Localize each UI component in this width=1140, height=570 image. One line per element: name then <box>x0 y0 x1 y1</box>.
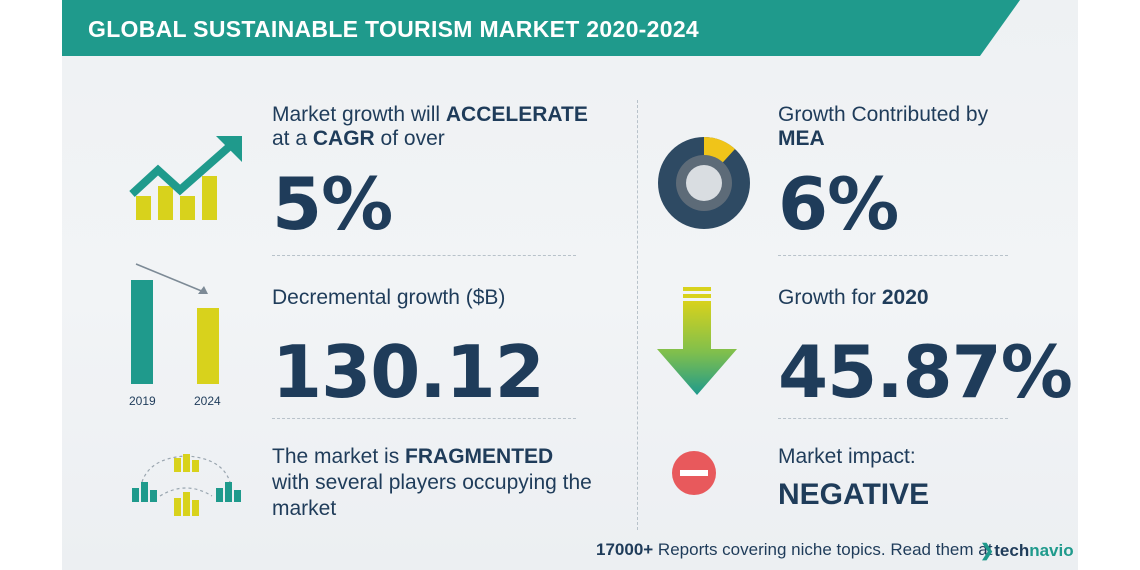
donut-icon <box>658 137 750 229</box>
year-growth-label-text: Growth for <box>778 286 882 309</box>
cagr-label: CAGR <box>312 127 375 150</box>
technavio-logo-tech: tech <box>994 541 1030 560</box>
infographic-panel <box>62 0 1078 570</box>
minus-circle-icon <box>672 451 716 495</box>
growth-line-2-prefix: at a <box>272 127 313 150</box>
decremental-value: 130.12 <box>272 330 545 414</box>
accelerate-label: ACCELERATE <box>445 103 588 126</box>
growth-line-1: Market growth will ACCELERATE <box>272 102 588 127</box>
year-end-label: 2024 <box>194 394 221 408</box>
row-divider-left-1 <box>272 255 576 256</box>
trend-up-icon <box>129 136 242 220</box>
title-banner-tab <box>980 0 1020 56</box>
report-count: 17000+ <box>596 540 654 559</box>
year-start-label: 2019 <box>129 394 156 408</box>
row-divider-right-2 <box>778 418 1008 419</box>
year-growth-label: Growth for 2020 <box>778 285 929 310</box>
year-growth-value: 45.87% <box>778 330 1073 414</box>
mea-label: MEA <box>778 127 825 150</box>
fragmented-line-3: market <box>272 497 337 520</box>
mea-value: 6% <box>778 162 899 246</box>
row-divider-right-1 <box>778 255 1008 256</box>
technavio-logo-mark: ❯ <box>980 541 995 560</box>
fragmented-players-icon <box>132 454 241 516</box>
title-banner <box>62 0 980 56</box>
down-arrow-icon <box>657 287 737 395</box>
fragmented-line-1: The market is FRAGMENTED <box>272 444 553 469</box>
fragmented-line-2: with several players occupying the <box>272 471 592 494</box>
technavio-logo-navio: navio <box>1029 541 1074 560</box>
footer-text: 17000+ Reports covering niche topics. Re… <box>596 540 992 560</box>
column-divider <box>637 100 638 530</box>
fragmented-line-1-text: The market is <box>272 445 406 468</box>
page-title: GLOBAL SUSTAINABLE TOURISM MARKET 2020-2… <box>88 16 700 42</box>
technavio-logo[interactable]: ❯technavio <box>980 541 1074 561</box>
fragmented-label: FRAGMENTED <box>405 445 554 468</box>
impact-value: NEGATIVE <box>778 478 930 511</box>
year-growth-year: 2020 <box>881 286 929 309</box>
growth-line-2: at a CAGR of over <box>272 126 445 151</box>
decremental-label: Decremental growth ($B) <box>272 286 506 309</box>
row-divider-left-2 <box>272 418 576 419</box>
growth-line-1-text: Market growth will <box>272 103 446 126</box>
cagr-value: 5% <box>272 162 393 246</box>
impact-label: Market impact: <box>778 445 916 468</box>
footer-description: Reports covering niche topics. Read them… <box>653 540 993 559</box>
growth-line-2-suffix: of over <box>374 127 445 150</box>
mea-line-1: Growth Contributed by <box>778 103 989 126</box>
bar-decline-icon <box>131 263 219 384</box>
